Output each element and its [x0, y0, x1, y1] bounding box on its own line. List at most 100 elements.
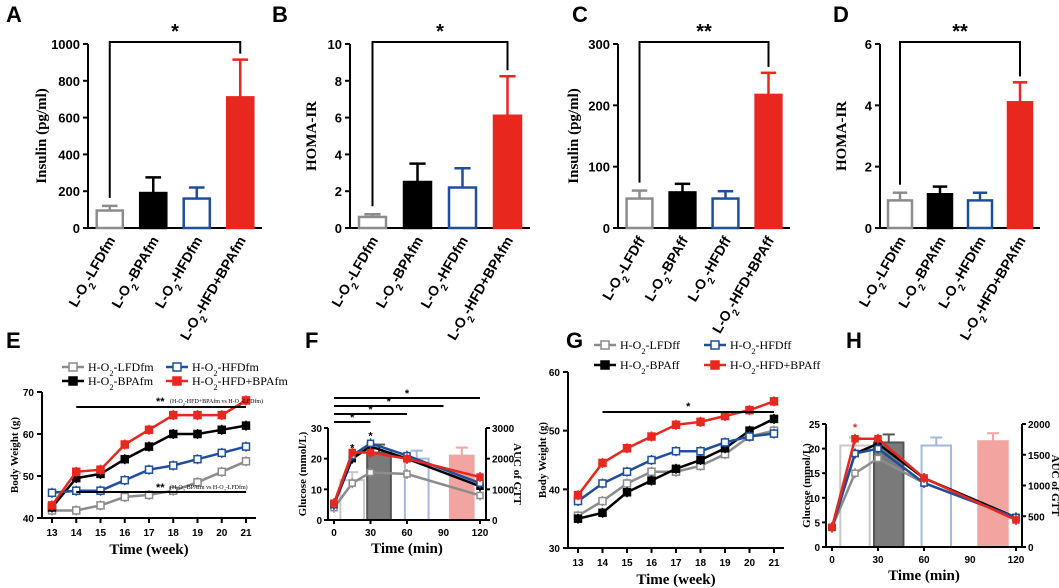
auc-bar: [366, 451, 392, 521]
data-point: [241, 396, 251, 405]
data-point: [647, 455, 656, 465]
data-point: [851, 435, 859, 443]
data-point: [598, 508, 607, 518]
y-axis-label: Glucose (mmol/L): [801, 443, 813, 528]
data-point: [647, 467, 656, 476]
data-point: [720, 411, 730, 421]
significance-marker: *: [387, 396, 392, 408]
bar: [926, 193, 954, 230]
x-tick-label: 17: [143, 528, 155, 539]
data-point: [193, 410, 202, 420]
x-axis-label: Time (week): [636, 572, 715, 588]
data-point: [217, 425, 226, 435]
panel-label: F: [305, 328, 318, 353]
panel-label: E: [6, 328, 21, 353]
y2-tick-label: 0: [1028, 543, 1034, 554]
legend-marker: [710, 360, 720, 370]
data-point: [241, 421, 251, 430]
y-tick-label: 800: [58, 74, 80, 89]
significance-marker: **: [952, 21, 968, 43]
x-tick-label: 120: [472, 528, 489, 539]
y-tick-label: 600: [58, 111, 80, 126]
data-point: [671, 420, 681, 430]
data-point: [47, 488, 57, 498]
x-tick-label: 15: [621, 558, 633, 569]
legend-marker: [600, 360, 610, 370]
x-tick-label: 0: [331, 528, 337, 539]
data-point: [169, 486, 178, 495]
significance-marker: *: [686, 401, 691, 413]
x-tick-label: 17: [670, 558, 682, 569]
y-tick-label: 0: [814, 543, 820, 554]
y-axis-label: HOMA-IR: [834, 101, 850, 171]
y-tick-label: 50: [23, 472, 35, 483]
x-tick-label: 14: [71, 528, 83, 539]
legend-marker: [172, 376, 182, 386]
y-tick-label: 100: [588, 160, 610, 175]
x-tick-label: 14: [597, 558, 609, 569]
x-axis-label: Time (week): [109, 542, 188, 558]
bar: [492, 114, 523, 230]
legend-marker: [68, 376, 78, 386]
panel-label: D: [833, 2, 849, 27]
legend: H-O2-LFDff H-O2-HFDff H-O2-BPAff H-O2-HFD+B…: [594, 338, 820, 376]
data-point: [622, 444, 632, 453]
data-point: [169, 429, 178, 439]
y-tick-label: 2: [865, 160, 872, 175]
panel-d: D0246HOMA-IRL-O2-LFDfmL-O2-BPAfmL-O2-HFD…: [833, 2, 1040, 343]
data-point: [573, 490, 583, 500]
bar: [625, 197, 654, 230]
legend-entry: H-O2-LFDff: [620, 338, 680, 356]
data-point: [598, 479, 607, 488]
x-tick-label: 21: [240, 528, 252, 539]
bar: [966, 199, 994, 230]
x-axis-label: Time (min): [888, 568, 960, 584]
y-tick-label: 6: [865, 37, 872, 52]
data-point: [120, 440, 129, 449]
data-point: [671, 464, 681, 474]
auc-bar: [920, 444, 952, 548]
data-point: [96, 501, 105, 510]
y-tick-label: 10: [809, 494, 821, 505]
significance-marker: **: [156, 396, 165, 408]
y-tick-label: 0: [335, 221, 342, 236]
bar: [668, 191, 697, 230]
x-axis-label: Time (min): [371, 541, 443, 557]
significance-marker: *: [405, 388, 410, 400]
data-point: [348, 448, 356, 457]
significance-bracket: [638, 41, 770, 183]
y-tick-label: 5: [814, 518, 820, 529]
data-point: [120, 475, 129, 485]
data-point: [217, 448, 226, 458]
y-tick-label: 4: [865, 98, 873, 113]
y2-tick-label: 1500: [1028, 451, 1051, 462]
data-point: [671, 446, 681, 456]
significance-marker: *: [368, 404, 373, 416]
significance-marker: *: [368, 430, 373, 442]
y-tick-label: 10: [328, 37, 342, 52]
significance-marker: *: [436, 21, 444, 43]
y-axis-label: Body Weight (g): [9, 417, 21, 494]
significance-marker: *: [853, 422, 858, 434]
y2-tick-label: 2000: [492, 455, 515, 466]
data-point: [193, 454, 202, 464]
data-point: [696, 455, 705, 465]
y-tick-label: 60: [23, 430, 35, 441]
bar: [402, 180, 433, 230]
data-point: [217, 467, 226, 477]
data-point: [598, 496, 607, 506]
auc-bar: [977, 440, 1009, 548]
y-tick-label: 50: [549, 427, 561, 438]
data-point: [874, 454, 882, 463]
data-point: [851, 469, 859, 477]
data-point: [144, 442, 154, 451]
y-axis-label: Insulin (pg/ml): [566, 88, 582, 183]
x-tick-label: 60: [918, 555, 930, 566]
bar: [886, 199, 914, 230]
y-tick-label: 30: [549, 544, 561, 555]
data-point: [647, 432, 656, 441]
legend-entry: H-O2-BPAfm: [88, 374, 154, 392]
